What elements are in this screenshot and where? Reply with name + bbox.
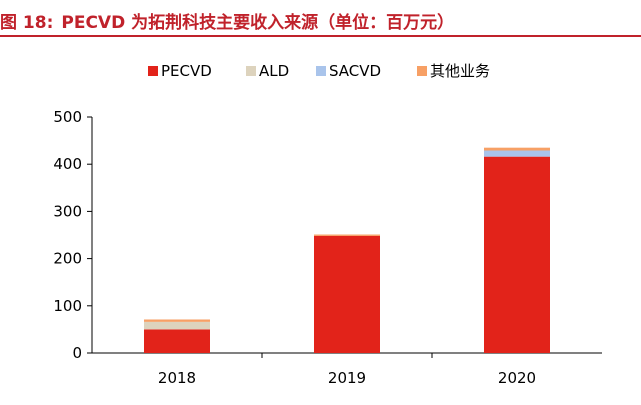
legend-label-2: SACVD	[329, 62, 381, 80]
legend-swatch-3	[417, 66, 427, 76]
legend-swatch-0	[148, 66, 158, 76]
figure-title: 图 18: PECVD 为拓荆科技主要收入来源（单位：百万元）	[0, 8, 641, 33]
bars	[144, 147, 550, 353]
bar-2018-3	[144, 319, 210, 322]
y-tick-label-3: 300	[53, 202, 82, 220]
legend-label-3: 其他业务	[430, 62, 490, 80]
y-tick-label-0: 0	[72, 344, 82, 362]
x-axis: 2018 2019 2020	[92, 352, 602, 387]
x-tick-label-0: 2018	[158, 369, 196, 387]
legend-label-1: ALD	[259, 62, 289, 80]
bar-2018-0	[144, 329, 210, 353]
x-tick-label-2: 2020	[498, 369, 536, 387]
bar-2019-0	[314, 235, 380, 353]
bar-2020-2	[484, 150, 550, 157]
figure-title-text: PECVD 为拓荆科技主要收入来源（单位：百万元）	[61, 13, 455, 33]
y-tick-label-5: 500	[53, 108, 82, 126]
y-tick-label-1: 100	[53, 297, 82, 315]
legend-label-0: PECVD	[161, 62, 212, 80]
bar-2018-1	[144, 321, 210, 330]
bar-2019-3	[314, 234, 380, 236]
bar-2020-3	[484, 147, 550, 151]
bar-2020-0	[484, 156, 550, 353]
y-tick-label-2: 200	[53, 250, 82, 268]
title-rule	[0, 35, 641, 37]
figure-label: 图 18:	[0, 13, 54, 33]
y-tick-label-4: 400	[53, 155, 82, 173]
y-axis: 0 100 200 300 400 500	[53, 108, 93, 362]
legend-swatch-2	[316, 66, 326, 76]
legend-swatch-1	[246, 66, 256, 76]
legend: PECVD ALD SACVD 其他业务	[148, 62, 490, 80]
x-tick-label-1: 2019	[328, 369, 366, 387]
